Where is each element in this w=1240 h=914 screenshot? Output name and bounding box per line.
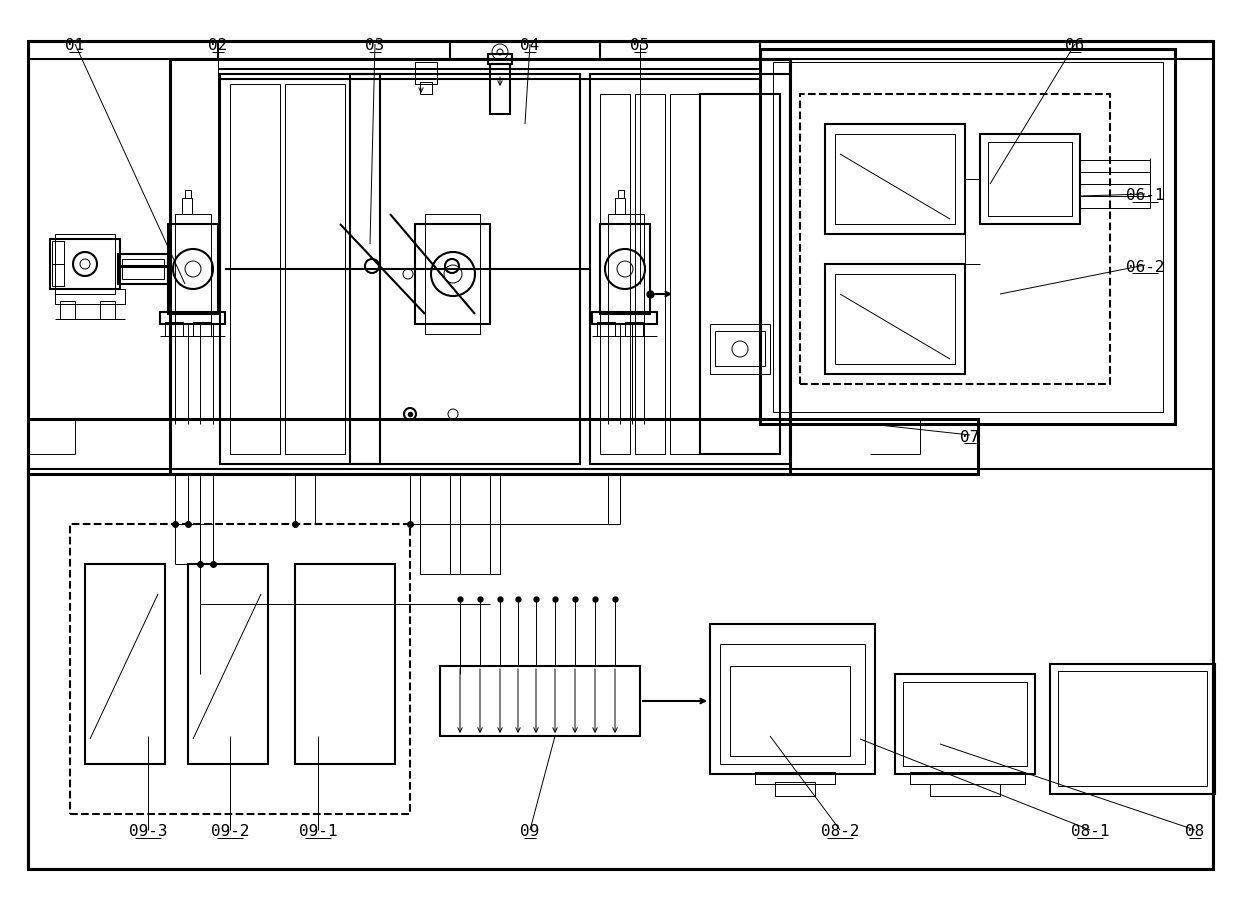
Bar <box>489 54 512 64</box>
Bar <box>118 254 167 284</box>
Bar <box>730 666 849 756</box>
Bar <box>715 331 765 366</box>
Bar <box>170 59 790 474</box>
Text: 08: 08 <box>1185 824 1204 839</box>
Bar <box>350 74 580 464</box>
Bar <box>229 84 280 454</box>
Bar <box>122 259 164 279</box>
Bar <box>188 564 268 764</box>
Bar <box>720 644 866 764</box>
Bar <box>60 301 74 319</box>
Bar <box>618 190 624 198</box>
Bar <box>55 289 125 304</box>
Bar <box>193 322 211 336</box>
Bar <box>86 564 165 764</box>
Bar <box>600 224 650 314</box>
Text: 09-3: 09-3 <box>129 824 167 839</box>
Bar <box>69 524 410 814</box>
Text: 08-1: 08-1 <box>1071 824 1110 839</box>
Bar <box>100 301 115 319</box>
Text: 04: 04 <box>521 38 539 54</box>
Bar <box>988 142 1073 216</box>
Bar <box>29 419 978 474</box>
Bar <box>755 772 835 784</box>
Bar <box>600 94 630 454</box>
Bar <box>835 274 955 364</box>
Bar <box>52 241 64 286</box>
Text: 06-1: 06-1 <box>1126 188 1164 204</box>
Bar <box>50 239 120 289</box>
Bar <box>903 682 1027 766</box>
Bar <box>608 214 644 324</box>
Bar <box>440 666 640 736</box>
Text: 09: 09 <box>521 824 539 839</box>
Text: 08-2: 08-2 <box>821 824 859 839</box>
Bar <box>1050 664 1215 794</box>
Bar <box>590 74 790 464</box>
Bar <box>800 94 1110 384</box>
Text: 09-2: 09-2 <box>211 824 249 839</box>
Bar <box>1058 671 1207 786</box>
Bar <box>773 62 1163 412</box>
Bar <box>625 322 644 336</box>
Text: 01: 01 <box>66 38 84 54</box>
Bar <box>285 84 345 454</box>
Bar <box>670 94 701 454</box>
Bar <box>167 224 218 314</box>
Text: 07: 07 <box>960 430 980 444</box>
Text: 05: 05 <box>630 38 650 54</box>
Bar <box>701 94 780 454</box>
Bar <box>219 74 379 464</box>
Bar <box>415 224 490 324</box>
Text: 06: 06 <box>1065 38 1085 54</box>
Bar <box>55 234 115 294</box>
Bar <box>775 782 815 796</box>
Bar <box>895 674 1035 774</box>
Bar <box>596 322 615 336</box>
Text: 03: 03 <box>366 38 384 54</box>
Bar <box>490 64 510 114</box>
Bar <box>415 62 436 84</box>
Text: 09-1: 09-1 <box>299 824 337 839</box>
Bar <box>980 134 1080 224</box>
Bar <box>711 324 770 374</box>
Bar <box>930 784 999 796</box>
Bar <box>185 190 191 198</box>
Bar <box>160 312 224 324</box>
Bar <box>165 322 184 336</box>
Bar <box>760 49 1176 424</box>
Bar <box>295 564 396 764</box>
Bar <box>635 94 665 454</box>
Bar <box>711 624 875 774</box>
Bar <box>591 312 657 324</box>
Text: 02: 02 <box>208 38 228 54</box>
Bar <box>425 214 480 334</box>
Bar <box>825 124 965 234</box>
Bar <box>182 198 192 214</box>
Bar <box>615 198 625 214</box>
Bar <box>825 264 965 374</box>
Bar <box>910 772 1025 784</box>
Bar <box>835 134 955 224</box>
Bar <box>175 214 211 324</box>
Bar <box>420 82 432 94</box>
Text: 06-2: 06-2 <box>1126 260 1164 274</box>
Bar <box>29 469 1213 869</box>
